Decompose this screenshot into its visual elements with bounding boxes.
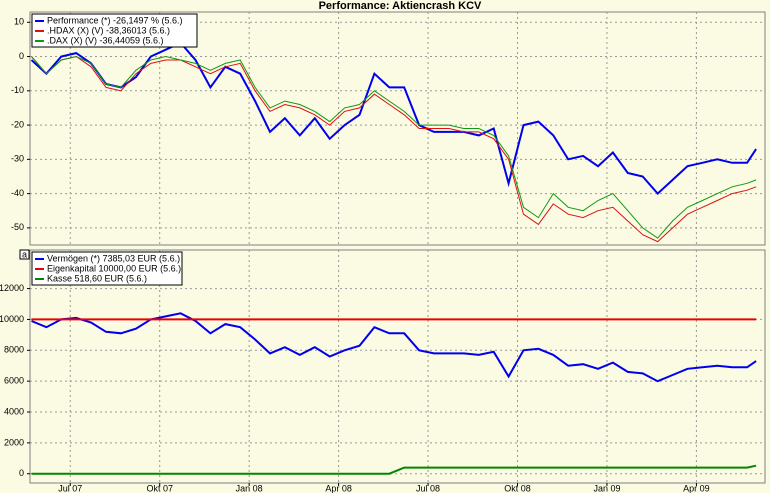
legend-label: Vermögen (*) 7385,03 EUR (5.6.) bbox=[47, 253, 180, 263]
y-tick-label: 10000 bbox=[0, 314, 24, 324]
x-tick-label: Apr 08 bbox=[325, 483, 352, 493]
plot-frame bbox=[29, 249, 766, 484]
y-tick-label: -10 bbox=[11, 85, 24, 95]
legend-box bbox=[31, 13, 198, 48]
y-tick-label: 0 bbox=[19, 51, 24, 61]
y-tick-label: 4000 bbox=[4, 406, 24, 416]
data-line bbox=[31, 464, 757, 475]
x-tick-label: Okt 07 bbox=[146, 483, 173, 493]
x-tick-label: Jul 08 bbox=[416, 483, 440, 493]
legend-label: .HDAX (X) (V) -38,36013 (5.6.) bbox=[47, 25, 170, 35]
plot-frame bbox=[29, 11, 766, 246]
y-tick-label: -50 bbox=[11, 222, 24, 232]
y-tick-label: 0 bbox=[19, 468, 24, 478]
panel-label-box bbox=[19, 249, 30, 260]
y-tick-label: 6000 bbox=[4, 376, 24, 386]
y-tick-label: -30 bbox=[11, 154, 24, 164]
y-tick-label: 10 bbox=[14, 17, 24, 27]
x-tick-label: Apr 09 bbox=[683, 483, 710, 493]
x-tick-label: Okt 08 bbox=[504, 483, 531, 493]
legend-label: Kasse 518,60 EUR (5.6.) bbox=[47, 273, 147, 283]
x-tick-label: Jan 08 bbox=[236, 483, 263, 493]
x-tick-label: Jan 09 bbox=[593, 483, 620, 493]
y-tick-label: 8000 bbox=[4, 345, 24, 355]
x-tick-label: Jul 07 bbox=[58, 483, 82, 493]
y-tick-label: -20 bbox=[11, 119, 24, 129]
data-line bbox=[31, 55, 757, 243]
data-line bbox=[31, 55, 757, 239]
legend-label: Performance (*) -26,1497 % (5.6.) bbox=[47, 15, 183, 25]
legend-label: .DAX (X) (V) -36,44059 (5.6.) bbox=[47, 35, 164, 45]
y-tick-label: 12000 bbox=[0, 283, 24, 293]
data-line bbox=[30, 41, 757, 196]
y-tick-label: -40 bbox=[11, 188, 24, 198]
legend-box bbox=[31, 251, 183, 286]
legend-label: Eigenkapital 10000,00 EUR (5.6.) bbox=[47, 263, 181, 273]
panel-label: a bbox=[22, 249, 27, 259]
chart-title: Performance: Aktiencrash KCV bbox=[319, 0, 482, 12]
y-tick-label: 2000 bbox=[4, 437, 24, 447]
